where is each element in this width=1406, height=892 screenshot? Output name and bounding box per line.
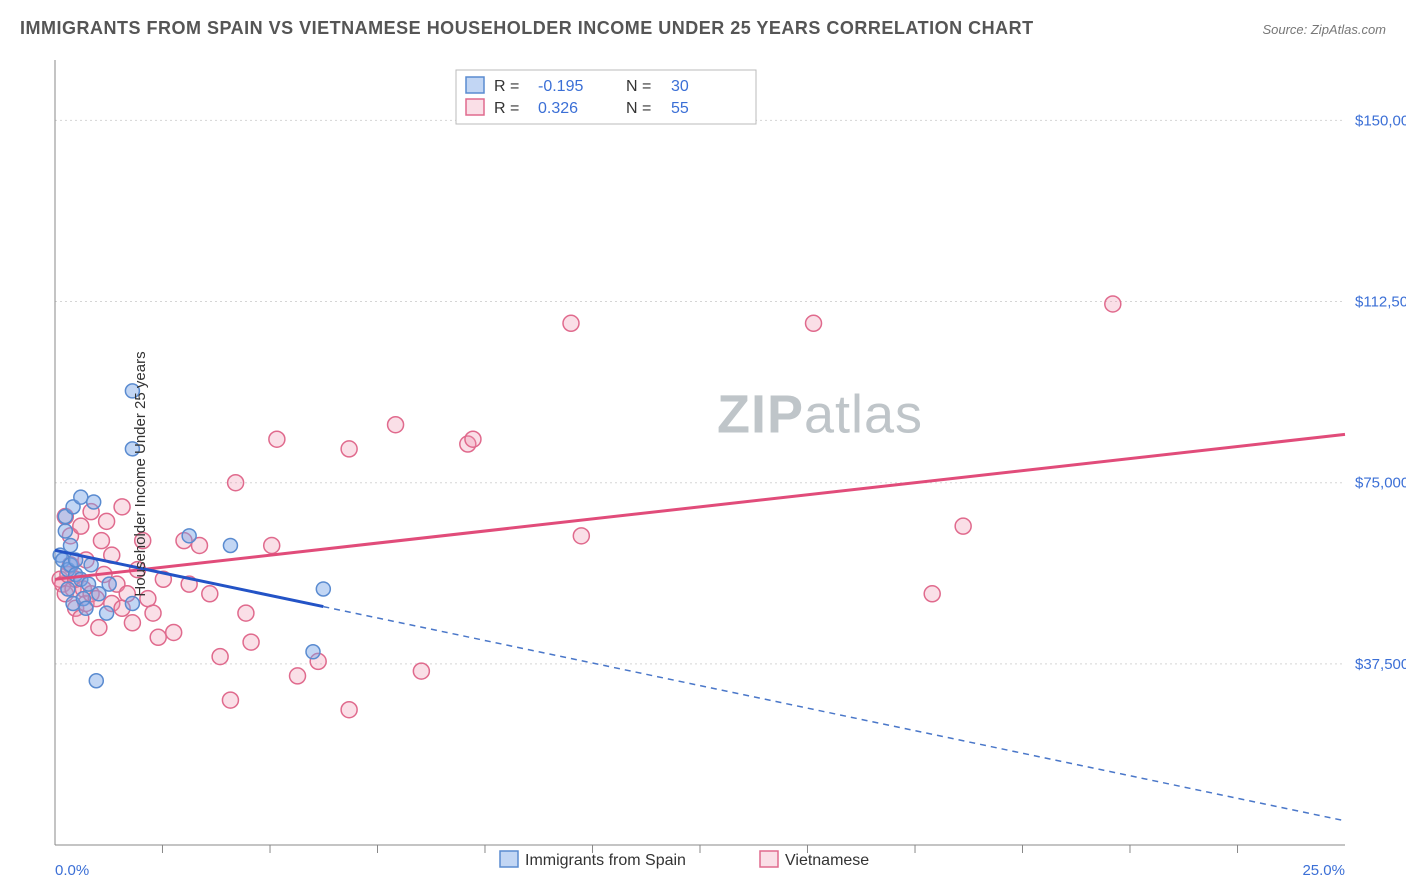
chart-area: Householder Income Under 25 years $37,50…: [0, 55, 1406, 892]
data-point-vietnamese: [1105, 296, 1121, 312]
data-point-vietnamese: [238, 605, 254, 621]
data-point-vietnamese: [91, 620, 107, 636]
data-point-vietnamese: [202, 586, 218, 602]
data-point-spain: [79, 601, 93, 615]
legend-swatch-spain: [466, 77, 484, 93]
chart-container: IMMIGRANTS FROM SPAIN VS VIETNAMESE HOUS…: [0, 0, 1406, 892]
data-point-spain: [89, 674, 103, 688]
data-point-vietnamese: [99, 513, 115, 529]
data-point-spain: [74, 490, 88, 504]
data-point-vietnamese: [264, 537, 280, 553]
legend-n-label: N =: [626, 78, 651, 95]
y-axis-label: Householder Income Under 25 years: [132, 351, 149, 596]
y-tick-label: $112,500: [1355, 294, 1406, 311]
chart-svg: $37,500 $75,000 $112,500 $150,000 0.0% 25.0% Z…: [0, 55, 1406, 892]
legend-n-value-vietnamese: 55: [671, 100, 689, 117]
source-label: Source: ZipAtlas.com: [1262, 22, 1386, 37]
legend-n-value-spain: 30: [671, 78, 689, 95]
bottom-legend-label-spain: Immigrants from Spain: [525, 852, 686, 869]
y-tick-label: $37,500: [1355, 656, 1406, 673]
data-point-vietnamese: [145, 605, 161, 621]
bottom-legend-swatch-spain: [500, 851, 518, 867]
data-point-spain: [87, 495, 101, 509]
data-point-vietnamese: [269, 431, 285, 447]
data-point-vietnamese: [341, 702, 357, 718]
legend-swatch-vietnamese: [466, 99, 484, 115]
y-tick-label: $75,000: [1355, 475, 1406, 492]
data-point-vietnamese: [806, 315, 822, 331]
x-tick-label: 25.0%: [1302, 862, 1345, 879]
legend-r-value-vietnamese: 0.326: [538, 100, 578, 117]
data-point-vietnamese: [73, 518, 89, 534]
data-point-spain: [58, 524, 72, 538]
data-point-vietnamese: [924, 586, 940, 602]
data-point-vietnamese: [228, 475, 244, 491]
data-point-vietnamese: [166, 624, 182, 640]
legend-n-label: N =: [626, 100, 651, 117]
legend-r-label: R =: [494, 78, 519, 95]
data-point-vietnamese: [114, 499, 130, 515]
data-point-spain: [223, 538, 237, 552]
data-point-vietnamese: [388, 417, 404, 433]
legend-r-value-spain: -0.195: [538, 78, 583, 95]
legend-r-label: R =: [494, 100, 519, 117]
data-point-vietnamese: [290, 668, 306, 684]
data-point-vietnamese: [212, 649, 228, 665]
data-point-vietnamese: [124, 615, 140, 631]
data-point-vietnamese: [413, 663, 429, 679]
y-tick-label: $150,000: [1355, 112, 1406, 129]
data-point-spain: [306, 645, 320, 659]
data-point-spain: [102, 577, 116, 591]
data-point-vietnamese: [341, 441, 357, 457]
data-point-spain: [316, 582, 330, 596]
bottom-legend-swatch-vietnamese: [760, 851, 778, 867]
data-point-vietnamese: [93, 533, 109, 549]
data-point-spain: [125, 596, 139, 610]
data-point-vietnamese: [563, 315, 579, 331]
data-point-vietnamese: [573, 528, 589, 544]
data-point-spain: [61, 582, 75, 596]
trend-line-spain-extrapolated: [323, 607, 1345, 821]
data-point-vietnamese: [465, 431, 481, 447]
data-point-vietnamese: [243, 634, 259, 650]
watermark: ZIPatlas: [717, 385, 923, 445]
chart-title: IMMIGRANTS FROM SPAIN VS VIETNAMESE HOUS…: [20, 18, 1034, 39]
bottom-legend-label-vietnamese: Vietnamese: [785, 852, 869, 869]
data-point-spain: [63, 538, 77, 552]
data-point-spain: [100, 606, 114, 620]
data-point-vietnamese: [222, 692, 238, 708]
x-tick-label: 0.0%: [55, 862, 89, 879]
data-point-vietnamese: [955, 518, 971, 534]
data-point-spain: [182, 529, 196, 543]
data-point-vietnamese: [150, 629, 166, 645]
trend-line-vietnamese: [55, 434, 1345, 579]
